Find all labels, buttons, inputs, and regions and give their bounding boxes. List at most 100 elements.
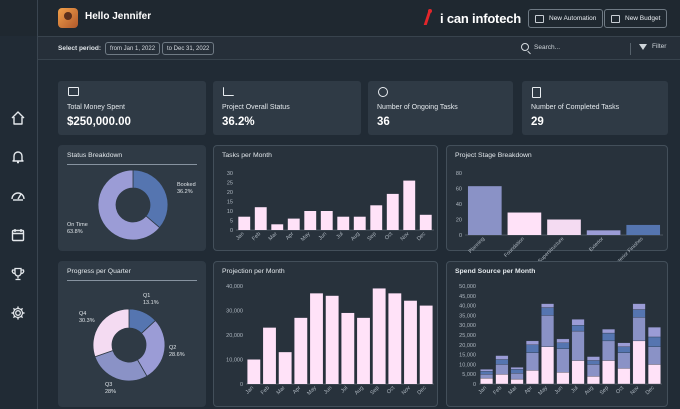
x-tick-label: Jun xyxy=(554,385,565,396)
budget-icon xyxy=(611,14,620,23)
bar-segment xyxy=(495,374,509,385)
y-tick-label: 20 xyxy=(227,190,233,196)
chart-icon xyxy=(223,87,234,96)
panel-title: Project Stage Breakdown xyxy=(455,152,532,159)
x-tick-label: Dec xyxy=(645,385,656,396)
donut-slice-q4 xyxy=(92,308,130,358)
search-input[interactable]: Search... xyxy=(534,43,561,51)
x-tick-label: Oct xyxy=(384,231,395,242)
slice-value: 36.2% xyxy=(177,189,193,195)
robot-icon xyxy=(535,14,544,23)
kpi-card-completed-tasks: Number of Completed Tasks 29 xyxy=(522,81,668,135)
home-icon[interactable] xyxy=(10,110,26,126)
bar-segment xyxy=(556,372,570,385)
bar xyxy=(271,224,284,230)
sidebar xyxy=(0,0,38,409)
x-tick-label: Jun xyxy=(318,231,329,242)
bar-segment xyxy=(541,315,555,347)
bar-segment xyxy=(480,377,494,385)
x-tick-label: Exterior xyxy=(588,236,605,253)
progress-per-quarter-panel: Progress per Quarter Q1 13.1% Q2 28.6% Q… xyxy=(58,261,206,407)
bar-segment xyxy=(541,346,555,385)
bar-segment xyxy=(510,378,524,385)
bar xyxy=(263,327,276,384)
x-tick-label: Nov xyxy=(629,385,640,396)
panel-title: Projection per Month xyxy=(222,268,285,275)
filter-button[interactable]: Filter xyxy=(639,43,666,50)
gear-icon[interactable] xyxy=(10,305,26,321)
y-tick-label: 5 xyxy=(230,219,233,225)
kpi-value: 36.2% xyxy=(222,116,255,128)
bar xyxy=(278,352,292,384)
bar-segment xyxy=(541,303,555,308)
x-tick-label: Sep xyxy=(366,231,377,242)
bar-segment xyxy=(541,307,555,316)
bar xyxy=(247,359,261,384)
bar xyxy=(419,214,432,230)
bar xyxy=(294,317,308,384)
bar-segment xyxy=(571,330,585,361)
spend-stacked-bar-chart: 0 5,000 10,000 15,000 20,000 25,000 30,000 35,0… xyxy=(459,284,662,397)
x-tick-label: Jan xyxy=(235,231,246,242)
bar-segment xyxy=(525,370,539,385)
x-tick-label: Foundation xyxy=(503,236,526,259)
panel-title: Spend Source per Month xyxy=(455,268,536,275)
bar xyxy=(626,224,661,235)
bar-segment xyxy=(495,364,509,375)
x-tick-label: Aug xyxy=(350,231,361,242)
bar xyxy=(341,312,355,384)
divider xyxy=(630,43,631,55)
new-automation-button[interactable]: New Automation xyxy=(528,9,604,28)
from-date-picker[interactable]: from Jan 1, 2022 xyxy=(105,42,161,55)
x-tick-label: Sep xyxy=(369,385,380,396)
y-tick-label: 0 xyxy=(459,233,462,239)
bar xyxy=(507,212,542,235)
y-tick-label: 20 xyxy=(456,218,462,224)
bar-segment xyxy=(647,327,661,338)
kpi-card-total-spent: Total Money Spent $250,000.00 xyxy=(58,81,206,135)
tasks-bar-chart: 0 5 10 15 20 25 30 Jan Feb Mar Apr May Jun Jul Aug Sep O… xyxy=(227,171,434,243)
avatar[interactable] xyxy=(58,8,78,28)
y-tick-label: 50,000 xyxy=(459,284,476,290)
bar xyxy=(357,317,370,384)
slice-value: 28% xyxy=(105,389,117,395)
bar xyxy=(586,230,621,235)
bar xyxy=(547,219,581,235)
search-icon xyxy=(521,43,529,51)
bar-segment xyxy=(602,328,616,334)
y-tick-label: 0 xyxy=(240,382,243,388)
slice-name: Booked xyxy=(177,182,196,188)
projection-per-month-panel: Projection per Month 0 10,000 20,000 30,000… xyxy=(213,261,438,407)
y-tick-label: 40,000 xyxy=(459,304,476,310)
y-tick-label: 60 xyxy=(456,187,462,193)
clipboard-icon xyxy=(532,87,541,98)
new-budget-button[interactable]: New Budget xyxy=(604,9,668,28)
trophy-icon[interactable] xyxy=(10,266,26,282)
slice-name: Q2 xyxy=(169,345,177,351)
y-tick-label: 40 xyxy=(456,202,462,208)
bar xyxy=(325,295,339,384)
x-tick-label: Planning xyxy=(468,236,487,255)
calendar-icon[interactable] xyxy=(10,227,26,243)
x-tick-label: Apr xyxy=(292,385,302,395)
kpi-label: Number of Completed Tasks xyxy=(531,104,620,111)
kpi-value: 36 xyxy=(377,116,390,128)
search-box[interactable]: Search... xyxy=(521,43,560,51)
slice-value: 28.6% xyxy=(169,352,185,358)
bar-segment xyxy=(617,346,631,353)
y-tick-label: 25 xyxy=(227,181,233,187)
gauge-icon[interactable] xyxy=(10,188,26,204)
bar-segment xyxy=(525,352,539,371)
quarter-donut xyxy=(92,308,166,382)
greeting: Hello Jennifer xyxy=(85,11,152,22)
slice-label-q3: Q3 28% xyxy=(105,382,116,396)
y-tick-label: 0 xyxy=(230,228,233,234)
bar-segment xyxy=(556,342,570,349)
bar-segment xyxy=(571,360,585,385)
bell-icon[interactable] xyxy=(10,149,26,165)
to-date-picker[interactable]: to Dec 31, 2022 xyxy=(162,42,215,55)
bar xyxy=(370,205,383,230)
money-icon xyxy=(68,87,79,96)
x-tick-label: May xyxy=(300,231,312,243)
logo-mark-icon xyxy=(422,9,434,27)
